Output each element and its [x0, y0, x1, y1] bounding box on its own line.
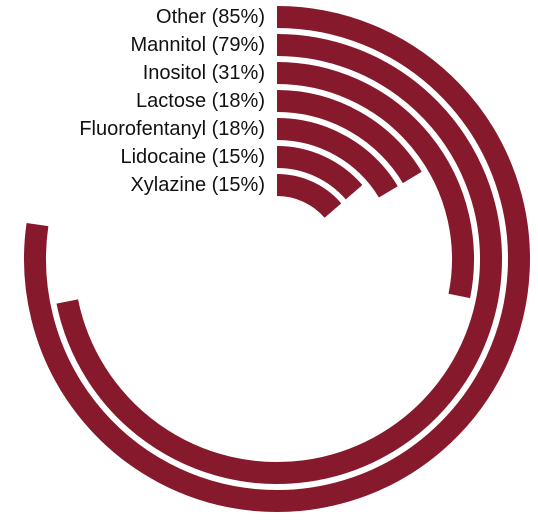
category-label: Other — [156, 6, 206, 28]
bar-label: Inositol (31%) — [143, 62, 265, 84]
value-label: (15%) — [212, 146, 265, 168]
bar-label: Lidocaine (15%) — [120, 146, 265, 168]
radial-bar — [276, 118, 398, 198]
radial-bar — [276, 174, 342, 219]
radial-bar — [56, 34, 502, 484]
radial-bar — [24, 6, 530, 512]
value-label: (18%) — [212, 90, 265, 112]
radial-bar — [276, 62, 474, 299]
radial-bar — [276, 90, 422, 184]
bar-label: Lactose (18%) — [136, 90, 265, 112]
value-label: (18%) — [212, 118, 265, 140]
bar-label: Xylazine (15%) — [130, 174, 265, 196]
value-label: (15%) — [212, 174, 265, 196]
category-label: Lactose — [136, 90, 206, 112]
category-label: Fluorofentanyl — [79, 118, 206, 140]
value-label: (85%) — [212, 6, 265, 28]
value-label: (79%) — [212, 34, 265, 56]
category-label: Inositol — [143, 62, 206, 84]
category-label: Lidocaine — [120, 146, 206, 168]
bar-label: Fluorofentanyl (18%) — [79, 118, 265, 140]
category-label: Mannitol — [130, 34, 206, 56]
value-label: (31%) — [212, 62, 265, 84]
category-label: Xylazine — [130, 174, 206, 196]
bar-label: Other (85%) — [156, 6, 265, 28]
radial-bar — [276, 146, 363, 200]
bar-label: Mannitol (79%) — [130, 34, 265, 56]
